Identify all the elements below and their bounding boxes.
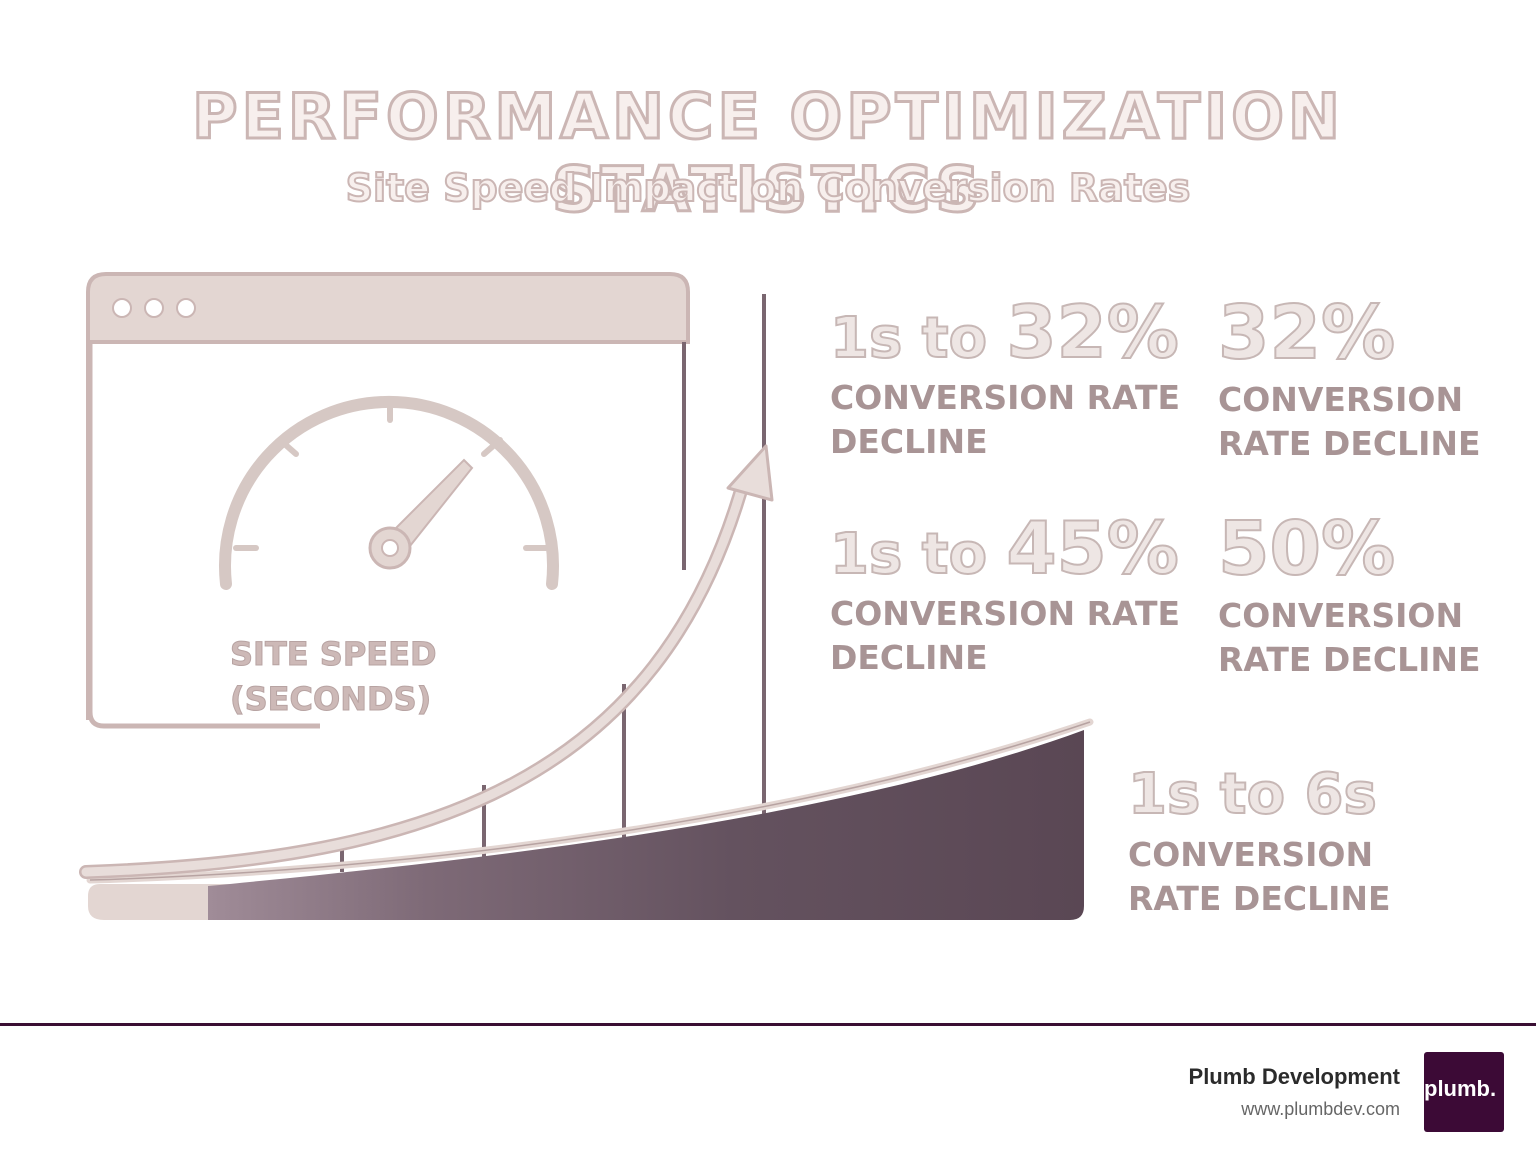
stat-block-4: 50% CONVERSION RATE DECLINE bbox=[1217, 505, 1481, 682]
stat-caption-line2: RATE DECLINE bbox=[1218, 640, 1481, 679]
stat-caption-line1: CONVERSION RATE bbox=[830, 594, 1181, 633]
stat-block-2: 32% CONVERSION RATE DECLINE bbox=[1217, 289, 1481, 466]
page-title: PERFORMANCE OPTIMIZATION STATISTICS bbox=[191, 79, 1344, 228]
stat-value: 45% bbox=[1006, 505, 1180, 591]
browser-window-icon bbox=[86, 272, 690, 729]
footer-url: www.plumbdev.com bbox=[1241, 1099, 1400, 1119]
plumb-logo: plumb. bbox=[1424, 1052, 1504, 1132]
site-speed-label-line2: (SECONDS) bbox=[230, 680, 432, 719]
stat-block-3: 1s to 45% CONVERSION RATE DECLINE bbox=[829, 505, 1181, 680]
stat-value: 1s to 6s bbox=[1127, 761, 1378, 828]
stat-caption-line2: DECLINE bbox=[830, 638, 988, 677]
stat-caption-line1: CONVERSION bbox=[1128, 835, 1374, 874]
stat-caption-line1: CONVERSION RATE bbox=[830, 378, 1181, 417]
page-subtitle: Site Speed Impact on Conversion Rates bbox=[345, 165, 1192, 211]
stat-value: 32% bbox=[1006, 289, 1180, 375]
stat-caption-line2: RATE DECLINE bbox=[1128, 879, 1391, 918]
stat-prefix: 1s to bbox=[829, 305, 1007, 372]
stat-caption-line1: CONVERSION bbox=[1218, 380, 1464, 419]
stat-caption-line2: RATE DECLINE bbox=[1218, 424, 1481, 463]
stat-value: 32% bbox=[1217, 289, 1396, 377]
speedometer-icon bbox=[219, 395, 559, 590]
stat-caption-line1: CONVERSION bbox=[1218, 596, 1464, 635]
stat-caption-line2: DECLINE bbox=[830, 422, 988, 461]
site-speed-label-line1: SITE SPEED bbox=[230, 635, 438, 674]
logo-text: plumb. bbox=[1424, 1076, 1497, 1101]
footer-divider bbox=[0, 1023, 1536, 1026]
stat-value: 50% bbox=[1217, 505, 1396, 593]
upward-arrow-icon bbox=[79, 444, 774, 879]
stat-prefix: 1s to bbox=[829, 521, 1007, 588]
area-wedge-graphic bbox=[86, 718, 1094, 920]
site-speed-label: SITE SPEED (SECONDS) bbox=[230, 632, 438, 722]
stat-block-1: 1s to 32% CONVERSION RATE DECLINE bbox=[829, 289, 1181, 464]
footer-company-name: Plumb Development bbox=[1188, 1064, 1400, 1089]
stat-block-5: 1s to 6s CONVERSION RATE DECLINE bbox=[1127, 761, 1391, 921]
